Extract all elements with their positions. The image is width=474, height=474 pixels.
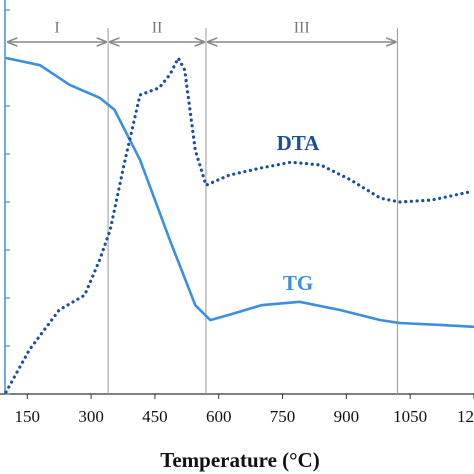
x-tick-label: 750: [270, 407, 296, 426]
x-tick-label: 450: [142, 407, 168, 426]
x-tick-label: 600: [206, 407, 232, 426]
region-label: III: [294, 20, 310, 37]
x-tick-label: 300: [78, 407, 104, 426]
x-tick-label: 1050: [393, 407, 427, 426]
series-label: DTA: [277, 131, 321, 155]
x-axis-label: Temperature (°C): [160, 448, 319, 472]
region-label: II: [152, 20, 163, 37]
x-tick-label: 150: [15, 407, 41, 426]
x-tick-label: 900: [334, 407, 360, 426]
series-line: [5, 56, 474, 329]
region-label: I: [54, 20, 59, 37]
x-tick-label: 1200: [457, 407, 474, 426]
series-line: [4, 56, 472, 394]
series-label: TG: [283, 271, 313, 295]
